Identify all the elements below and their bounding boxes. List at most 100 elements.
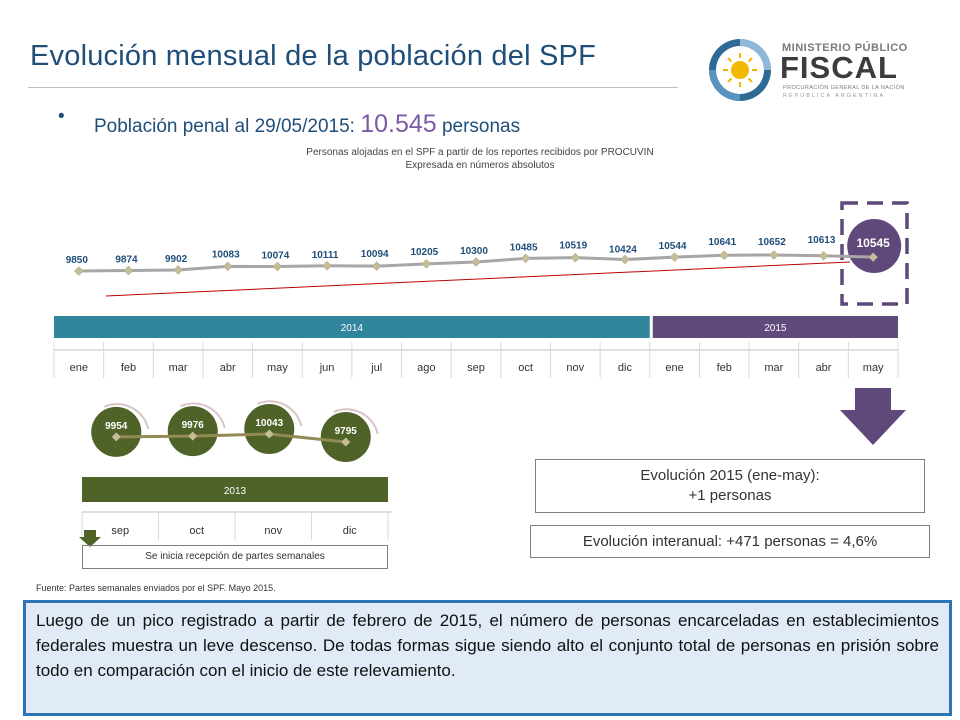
data-label-2013: 9976 [182,420,205,431]
x-tick-label: sep [467,362,485,374]
population-summary-unit: personas [436,116,521,137]
population-summary-colon: : [349,116,361,137]
data-point [620,254,630,265]
highlight-dashed-box [840,201,909,306]
data-label: 10300 [460,246,488,257]
decorative-arc [180,402,226,429]
data-point [520,253,531,264]
data-label: 10613 [808,235,836,246]
bullet-dot-icon: • [58,106,65,127]
data-point [669,252,680,263]
logo-sun-emblem-icon [709,39,771,101]
trend-line [105,261,851,297]
data-label: 10094 [361,249,389,260]
x-tick-label: feb [717,362,732,374]
logo-fiscal-text: FISCAL [780,50,898,85]
chart-subtitle-line2: Expresada en números absolutos [405,160,555,171]
series-line-2013 [116,432,346,444]
data-point [769,250,779,260]
year-band-2013 [82,477,388,502]
evolucion-2015-label: Evolución 2015 (ene-may): [640,467,820,484]
decorative-arc [333,408,379,435]
x-tick-label: ago [417,362,435,374]
evolucion-interanual-box: Evolución interanual: +471 personas = 4,… [530,525,930,558]
data-point-2013 [188,431,198,441]
x-tick-label: abr [220,362,236,374]
data-label: 10641 [708,237,736,248]
evolucion-2015-box: Evolución 2015 (ene-may): +1 personas [535,459,925,513]
page-title: Evolución mensual de la población del SP… [30,40,596,72]
data-label: 10205 [410,247,438,258]
x-tick-label: ene [70,362,88,374]
x-tick-label: jul [370,362,382,374]
population-2013-chart: 9954 9976 10043 9795 2013 sep oct nov dic [79,400,392,547]
data-label: 10111 [312,250,339,261]
chart-subtitle-line1: Personas alojadas en el SPF a partir de … [306,147,654,158]
data-label: 9902 [165,254,188,265]
data-label-2013: 9954 [105,421,128,432]
value-circle [244,404,295,454]
x-tick-label: nov [566,362,584,374]
x-tick-label: oct [518,362,533,374]
data-point [73,266,84,276]
data-label: 10083 [212,249,240,260]
title-divider [28,87,678,88]
x-tick-label: feb [121,362,136,374]
data-label: 10652 [758,237,786,248]
value-circle [167,406,218,457]
population-summary: Población penal al 29/05/2015: 10.545 pe… [94,110,520,139]
small-down-arrow-icon [79,530,101,547]
logo-republica-text: REPÚBLICA ARGENTINA [783,93,886,99]
conclusion-paragraph: Luego de un pico registrado a partir de … [23,600,952,716]
highlight-circle [847,219,902,273]
data-point [222,261,233,272]
data-point [818,250,829,261]
x-tick-label-2013: oct [189,525,204,537]
decorative-arc [103,403,150,430]
data-label: 10519 [559,241,587,252]
source-note: Fuente: Partes semanales enviados por el… [36,583,276,593]
data-point [322,260,332,271]
x-tick-label-2013: nov [264,525,282,537]
data-point-2013 [111,432,121,442]
year-band-2015 [652,316,898,338]
decorative-arc [256,400,303,427]
data-point [123,265,134,276]
data-label: 9874 [115,255,138,266]
x-tick-label: mar [764,362,783,374]
data-point-2013 [264,429,274,439]
year-band-label-2014: 2014 [341,323,364,334]
x-tick-label: may [863,362,884,374]
weekly-reports-note: Se inicia recepción de partes semanales [82,545,388,569]
population-summary-label: Población penal al 29/05/2015 [94,116,350,137]
data-point [471,257,481,267]
data-point [173,265,183,275]
data-label: 10074 [262,251,290,262]
down-arrow-icon [840,388,906,445]
data-point-2013 [341,437,351,447]
x-tick-label: abr [816,362,832,374]
data-label-2013: 10043 [255,418,283,429]
data-label: 10544 [659,241,687,252]
x-tick-label: may [267,362,288,374]
data-point [570,252,581,263]
data-point [868,252,879,262]
data-point [719,250,730,261]
x-tick-label: jun [319,362,335,374]
data-label: 10485 [510,242,538,253]
year-band-label-2013: 2013 [224,486,247,497]
population-summary-value: 10.545 [360,110,437,138]
monthly-population-chart: 2014 2015 ene feb mar abr may jun jul ago sep oct no… [53,201,909,378]
logo-procuracion-text: PROCURACIÓN GENERAL DE LA NACIÓN [783,85,905,91]
x-tick-label: dic [618,362,633,374]
data-label: 10545 [856,236,890,250]
data-point [272,261,283,272]
value-circle [91,406,142,457]
value-circle [320,412,371,462]
year-band-label-2015: 2015 [764,323,787,334]
year-band-2014 [54,316,650,338]
logo-ministerio-text: MINISTERIO PÚBLICO [782,42,908,54]
data-label: 9850 [66,255,89,266]
data-point [371,261,382,271]
data-point [421,259,432,269]
